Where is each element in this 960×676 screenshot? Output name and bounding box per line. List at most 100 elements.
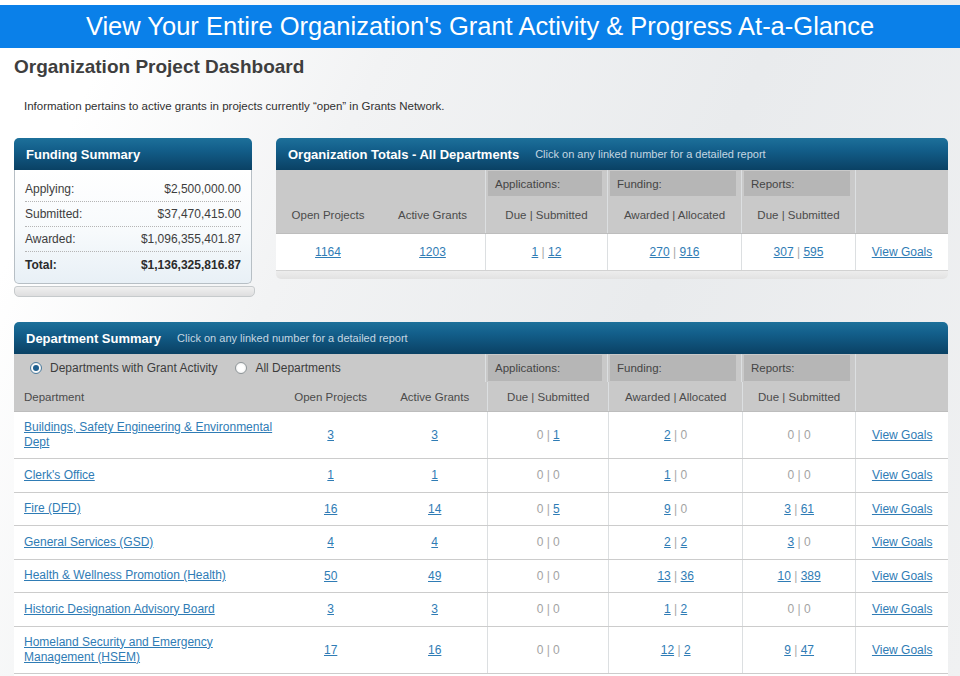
- funding-due-link[interactable]: 1: [664, 602, 671, 616]
- applications-group-label: Applications:: [488, 355, 602, 381]
- applications-submitted-value: 0: [553, 535, 560, 549]
- active-grants-link[interactable]: 3: [431, 428, 438, 442]
- funding-summary-panel: Funding Summary Applying:$2,500,000.00Su…: [14, 138, 252, 284]
- radio-all-departments[interactable]: [235, 362, 247, 374]
- applications-submitted-link[interactable]: 5: [553, 502, 560, 516]
- pipe-separator: |: [671, 502, 681, 516]
- applications: 0 | 5: [487, 493, 608, 526]
- table-row: Buildings, Safety Engineering & Environm…: [14, 412, 948, 459]
- funding-row-value: $2,500,000.00: [164, 182, 241, 196]
- funding-submitted-link[interactable]: 2: [681, 535, 688, 549]
- radio-departments-with-grant-activity[interactable]: [30, 362, 42, 374]
- applications-submitted-link[interactable]: 12: [548, 245, 561, 259]
- open-projects-link[interactable]: 4: [327, 535, 334, 549]
- view-goals-link[interactable]: View Goals: [872, 535, 932, 549]
- open-projects-cell: 17: [279, 627, 383, 673]
- open-projects-link[interactable]: 3: [327, 428, 334, 442]
- view-goals-link[interactable]: View Goals: [872, 643, 932, 657]
- active-grants-count-link[interactable]: 1203: [419, 245, 446, 259]
- active-grants-link[interactable]: 16: [428, 643, 441, 657]
- applications-due-value: 0: [537, 468, 544, 482]
- funding-due-link[interactable]: 13: [657, 569, 670, 583]
- reports-due-link[interactable]: 3: [788, 535, 795, 549]
- funding-row: Awarded: $1,096,355,401.87: [25, 227, 241, 252]
- department-link[interactable]: Health & Wellness Promotion (Health): [24, 568, 226, 583]
- department-link[interactable]: Homeland Security and Emergency Manageme…: [24, 635, 277, 665]
- funding: 12 | 2: [608, 627, 741, 673]
- radio-label-grant-activity[interactable]: Departments with Grant Activity: [50, 361, 217, 375]
- active-grants-link[interactable]: 14: [428, 502, 441, 516]
- department-link[interactable]: Buildings, Safety Engineering & Environm…: [24, 420, 277, 450]
- radio-label-all-departments[interactable]: All Departments: [255, 361, 340, 375]
- applications-due-value: 0: [537, 569, 544, 583]
- view-goals-cell: View Goals: [855, 459, 948, 492]
- pipe-separator: |: [543, 602, 553, 616]
- open-projects-link[interactable]: 1: [327, 468, 334, 482]
- funding-group-label: Funding:: [610, 355, 736, 381]
- funding-row-label: Awarded:: [25, 232, 75, 246]
- active-grants-link[interactable]: 49: [428, 569, 441, 583]
- reports-submitted-link[interactable]: 61: [801, 502, 814, 516]
- pipe-separator: |: [791, 502, 801, 516]
- funding-submitted-value: 0: [681, 468, 688, 482]
- applications-column-header: Due | Submitted: [485, 197, 607, 233]
- funding-submitted-link[interactable]: 2: [681, 602, 688, 616]
- applications-due-value: 0: [537, 428, 544, 442]
- applications-group-label: Applications:: [488, 171, 602, 196]
- department-link[interactable]: Fire (DFD): [24, 501, 81, 516]
- funding-due-link[interactable]: 2: [664, 428, 671, 442]
- pipe-separator: |: [671, 569, 681, 583]
- applications-due-link[interactable]: 1: [532, 245, 539, 259]
- funding-due-link[interactable]: 12: [661, 643, 674, 657]
- funding-awarded-link[interactable]: 270: [650, 245, 670, 259]
- pipe-separator: |: [543, 468, 553, 482]
- view-goals-link[interactable]: View Goals: [872, 428, 932, 442]
- department-summary-filter-row: Departments with Grant Activity All Depa…: [14, 354, 948, 382]
- reports-due-link[interactable]: 307: [774, 245, 794, 259]
- department-link[interactable]: General Services (GSD): [24, 535, 153, 550]
- reports-group-label: Reports:: [744, 171, 850, 196]
- funding-column-header: Awarded | Allocated: [607, 197, 741, 233]
- reports-submitted-link[interactable]: 595: [803, 245, 823, 259]
- active-grants-link[interactable]: 1: [431, 468, 438, 482]
- view-goals-link[interactable]: View Goals: [872, 468, 932, 482]
- reports-due-link[interactable]: 9: [784, 643, 791, 657]
- funding-due-link[interactable]: 1: [664, 468, 671, 482]
- open-projects-link[interactable]: 17: [324, 643, 337, 657]
- open-projects-count-link[interactable]: 1164: [315, 245, 341, 259]
- funding-row-label: Total:: [25, 258, 57, 272]
- funding-submitted-link[interactable]: 2: [684, 643, 691, 657]
- department-link[interactable]: Historic Designation Advisory Board: [24, 602, 215, 617]
- applications: 0 | 1: [487, 412, 608, 458]
- active-grants-cell: 4: [382, 526, 487, 559]
- reports-submitted-link[interactable]: 47: [801, 643, 814, 657]
- applications: 0 | 0: [487, 459, 608, 492]
- applications-submitted-link[interactable]: 1: [553, 428, 560, 442]
- department-column-header: Department: [14, 382, 279, 411]
- active-grants-cell: 16: [382, 627, 487, 673]
- view-goals-link[interactable]: View Goals: [872, 569, 932, 583]
- funding-submitted-link[interactable]: 36: [681, 569, 694, 583]
- open-projects-link[interactable]: 3: [327, 602, 334, 616]
- funding-summary-footer-bar: [14, 286, 255, 297]
- pipe-separator: |: [674, 643, 684, 657]
- funding-allocated-link[interactable]: 916: [679, 245, 699, 259]
- open-projects-link[interactable]: 50: [324, 569, 337, 583]
- active-grants-link[interactable]: 3: [431, 602, 438, 616]
- funding-row-value: $1,096,355,401.87: [141, 232, 241, 246]
- funding-due-link[interactable]: 2: [664, 535, 671, 549]
- reports-submitted-link[interactable]: 389: [801, 569, 821, 583]
- active-grants-link[interactable]: 4: [431, 535, 438, 549]
- reports-due-link[interactable]: 3: [784, 502, 791, 516]
- applications-submitted-value: 0: [553, 643, 560, 657]
- table-row: Health & Wellness Promotion (Health) 50 49…: [14, 560, 948, 594]
- reports-due-link[interactable]: 10: [778, 569, 791, 583]
- open-projects-link[interactable]: 16: [324, 502, 337, 516]
- view-goals-link[interactable]: View Goals: [872, 502, 932, 516]
- reports: 3 | 0: [742, 526, 856, 559]
- department-link[interactable]: Clerk's Office: [24, 468, 95, 483]
- view-goals-link[interactable]: View Goals: [872, 602, 932, 616]
- funding-due-link[interactable]: 9: [664, 502, 671, 516]
- active-grants-cell: 14: [382, 493, 487, 526]
- view-goals-link[interactable]: View Goals: [872, 245, 932, 259]
